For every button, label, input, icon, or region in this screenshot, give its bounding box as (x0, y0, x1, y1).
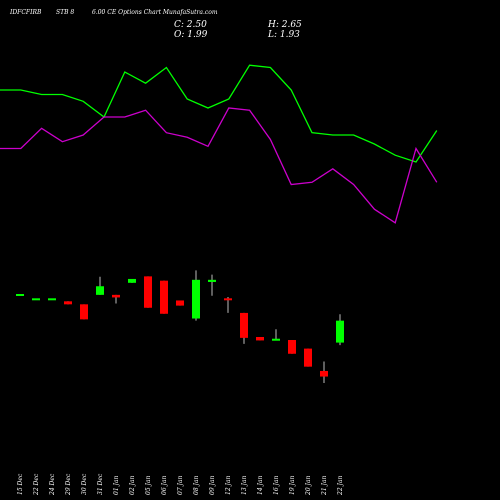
candle (240, 312, 248, 344)
candle-body (320, 370, 328, 377)
date-label: 08 Jan (193, 475, 200, 495)
candle (304, 348, 312, 367)
candle-body (32, 298, 40, 301)
date-label: 24 Dec (49, 473, 56, 496)
low-value: L: 1.93 (267, 30, 300, 40)
close-value: C: 2.50 (174, 20, 207, 30)
date-label: 16 Jan (273, 475, 280, 495)
date-label: 21 Jan (321, 475, 328, 496)
candle-body (64, 301, 72, 305)
overlay-line-2 (0, 107, 438, 224)
candle-body (224, 298, 232, 301)
strike-prefix-label: STB 8 (56, 9, 74, 16)
date-label: 29 Dec (65, 473, 72, 496)
candle (224, 297, 232, 313)
date-label: 22 Dec (33, 473, 40, 496)
candle-body (96, 286, 104, 295)
date-label: 13 Jan (241, 475, 248, 495)
candle-body (16, 294, 24, 296)
candle (176, 300, 184, 306)
candle (336, 314, 344, 346)
date-label: 02 Jan (129, 475, 136, 495)
candle-body (112, 294, 120, 298)
date-label: 09 Jan (209, 475, 216, 495)
candle (208, 274, 216, 296)
symbol-label: IDFCFIRB (9, 9, 42, 16)
date-label: 20 Jan (305, 475, 312, 496)
candle (80, 304, 88, 320)
date-label: 19 Jan (289, 475, 296, 495)
candle (96, 276, 104, 295)
date-label: 12 Jan (225, 475, 232, 495)
date-label: 14 Jan (257, 475, 264, 495)
candle-body (48, 298, 56, 301)
candle (48, 298, 56, 301)
date-label: 01 Jan (113, 475, 120, 495)
candle-body (176, 300, 184, 306)
candle (112, 294, 120, 304)
open-value: O: 1.99 (174, 30, 208, 40)
candle-body (304, 348, 312, 367)
overlay-line-1 (0, 64, 438, 163)
candle-body (240, 312, 248, 338)
candle (288, 340, 296, 354)
date-label: 05 Jan (145, 475, 152, 495)
candle (160, 280, 168, 314)
date-axis: 15 Dec 22 Dec 24 Dec 29 Dec 30 Dec 31 Dec 01 J… (17, 473, 344, 496)
candle (192, 270, 200, 321)
candle-body (192, 279, 200, 319)
candle-body (80, 304, 88, 320)
candle-body (144, 276, 152, 308)
date-label: 06 Jan (161, 475, 168, 495)
high-value: H: 2.65 (267, 20, 302, 30)
chart-header: IDFCFIRB STB 8 6.00 CE Options Chart Mun… (9, 9, 302, 40)
candles (16, 270, 344, 384)
candle-body (160, 280, 168, 314)
candle (16, 294, 24, 296)
candle-body (128, 278, 136, 283)
candle (64, 301, 72, 305)
candle-body (208, 279, 216, 282)
date-label: 07 Jan (177, 475, 184, 495)
candle (320, 361, 328, 384)
date-label: 22 Jan (337, 475, 344, 496)
candle-body (272, 338, 280, 341)
candle-body (288, 340, 296, 354)
candle (144, 276, 152, 308)
candle (272, 329, 280, 341)
candle-body (256, 337, 264, 341)
date-label: 30 Dec (81, 473, 88, 495)
date-label: 31 Dec (97, 473, 104, 495)
candle-body (336, 320, 344, 343)
date-label: 15 Dec (17, 473, 24, 495)
candle (32, 298, 40, 301)
chart-title: 6.00 CE Options Chart MunafaSutra.com (92, 9, 218, 16)
candle (256, 337, 264, 341)
overlay-lines (0, 64, 438, 224)
candle (128, 278, 136, 283)
